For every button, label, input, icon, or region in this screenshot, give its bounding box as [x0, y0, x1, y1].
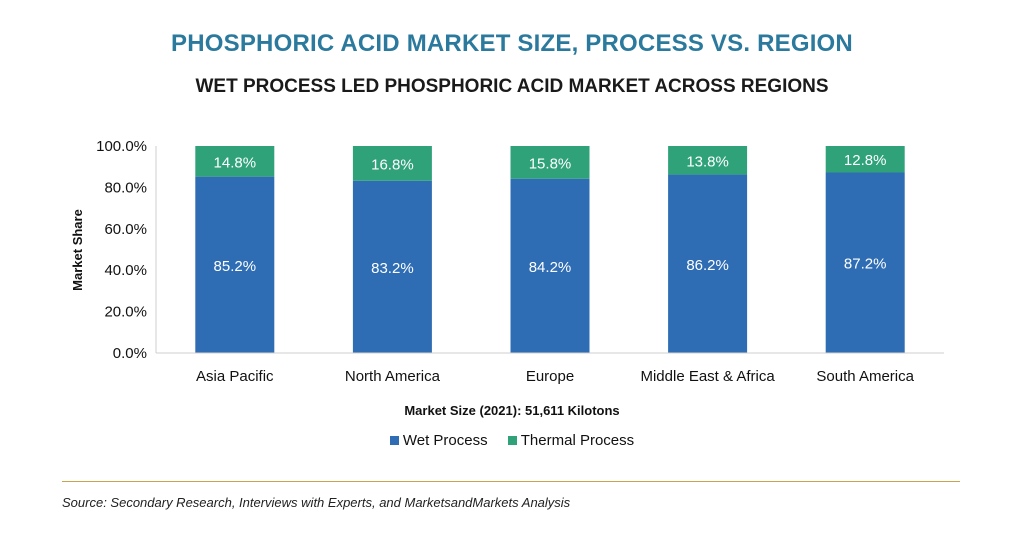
y-axis-label: Market Share	[70, 209, 85, 291]
wet-process-bar	[668, 174, 748, 353]
thermal-process-value-label: 15.8%	[529, 155, 572, 172]
thermal-process-value-label: 16.8%	[371, 156, 414, 173]
x-category-label: Middle East & Africa	[640, 368, 775, 385]
x-category-label: North America	[345, 368, 441, 385]
chart-title: PHOSPHORIC ACID MARKET SIZE, PROCESS VS.…	[171, 30, 853, 57]
legend-label-thermal: Thermal Process	[520, 432, 635, 449]
thermal-process-bar	[195, 146, 275, 177]
thermal-process-value-label: 12.8%	[844, 152, 887, 169]
legend-swatch-wet	[389, 436, 399, 445]
thermal-process-bar	[352, 146, 432, 181]
y-tick-label: 100.0%	[96, 138, 147, 155]
thermal-process-bar	[510, 146, 590, 179]
thermal-process-bar	[825, 146, 905, 173]
y-tick-label: 80.0%	[104, 179, 147, 196]
legend-swatch-thermal	[507, 436, 517, 445]
chart-subtitle: WET PROCESS LED PHOSPHORIC ACID MARKET A…	[195, 76, 829, 97]
stacked-bar-chart: Market Share 0.0% 20.0% 40.0% 60.0% 80.0% 100…	[70, 138, 944, 385]
wet-process-bar	[352, 180, 432, 353]
x-category-label: Europe	[526, 368, 574, 385]
wet-process-value-label: 86.2%	[686, 257, 729, 274]
y-tick-label: 0.0%	[113, 345, 147, 362]
x-category-label: South America	[816, 368, 914, 385]
wet-process-bar	[825, 172, 905, 353]
y-tick-label: 40.0%	[104, 262, 147, 279]
thermal-process-value-label: 14.8%	[214, 154, 257, 171]
source-note: Source: Secondary Research, Interviews w…	[62, 495, 571, 510]
x-category-label: Asia Pacific	[196, 368, 274, 385]
wet-process-value-label: 83.2%	[371, 260, 414, 277]
legend-item-thermal: Thermal Process	[507, 432, 635, 449]
divider	[62, 481, 960, 482]
wet-process-bar	[195, 176, 275, 353]
legend-label-wet: Wet Process	[402, 432, 488, 449]
legend-item-wet: Wet Process	[389, 432, 488, 449]
wet-process-bar	[510, 178, 590, 353]
wet-process-value-label: 87.2%	[844, 256, 887, 273]
market-size-note: Market Size (2021): 51,611 Kilotons	[404, 403, 620, 418]
y-tick-label: 60.0%	[104, 221, 147, 238]
thermal-process-bar	[668, 146, 748, 175]
wet-process-value-label: 84.2%	[529, 259, 572, 276]
y-tick-label: 20.0%	[104, 304, 147, 321]
wet-process-value-label: 85.2%	[214, 258, 257, 275]
thermal-process-value-label: 13.8%	[686, 153, 729, 170]
legend: Wet Process Thermal Process	[0, 432, 1024, 449]
